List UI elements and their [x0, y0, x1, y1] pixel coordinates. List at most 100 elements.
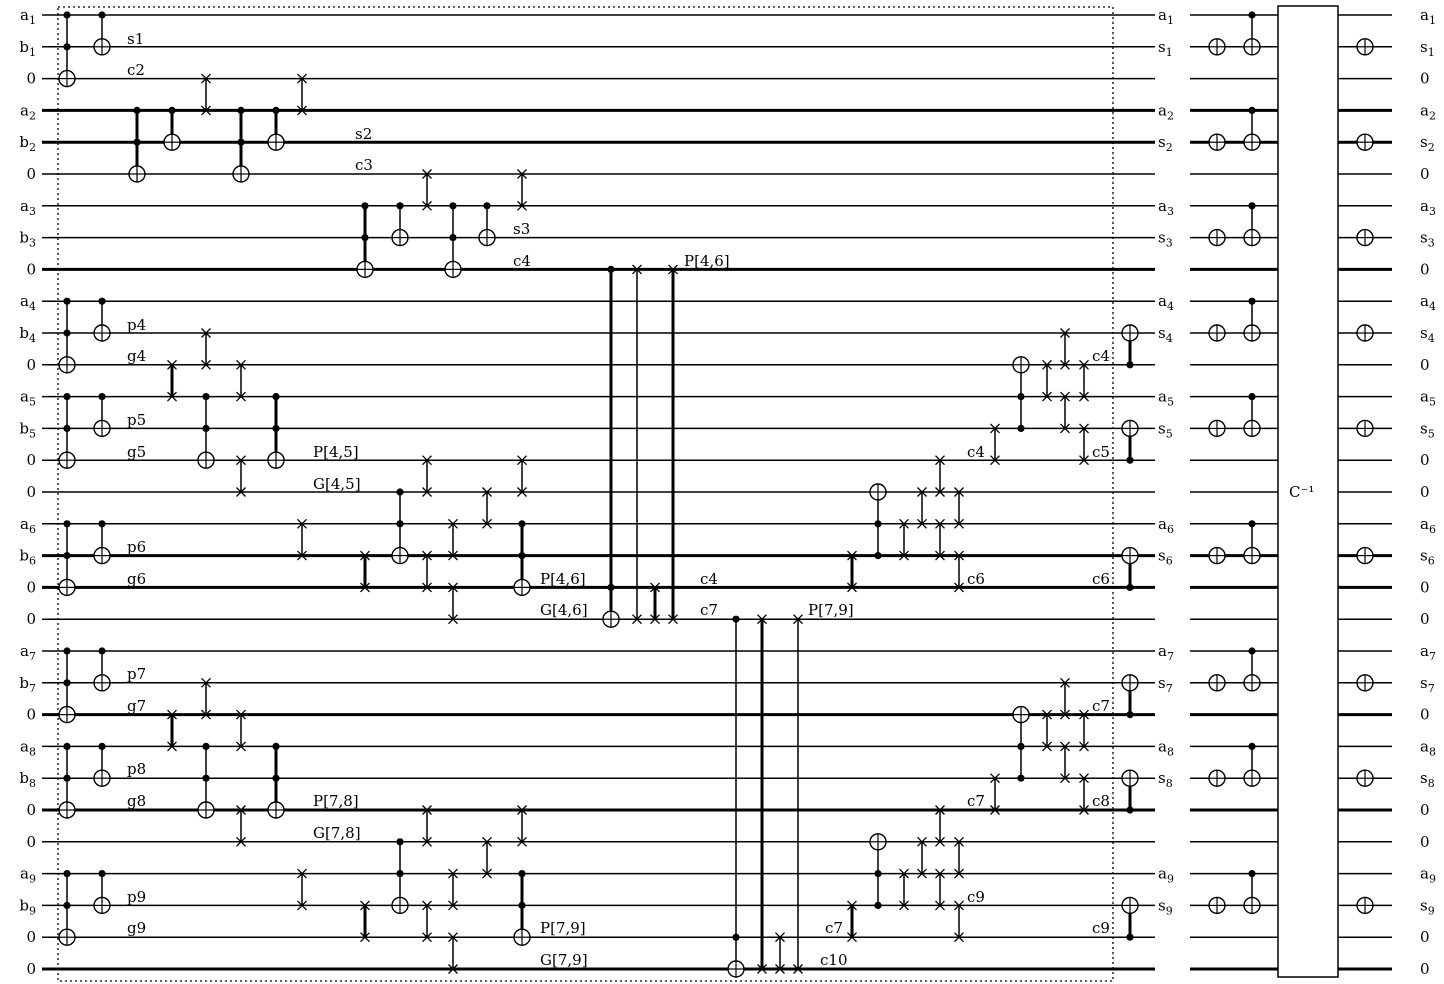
swap-mark [954, 582, 964, 593]
swap-mark [422, 487, 432, 497]
mid-wire-label: a2 [1158, 101, 1174, 122]
swap-mark [422, 455, 432, 466]
left-wire-label: b2 [19, 133, 36, 154]
control-dot [1248, 647, 1256, 655]
right-wire-label: s7 [1420, 674, 1435, 695]
inverse-box-label: C⁻¹ [1289, 483, 1314, 501]
control-dot [237, 106, 245, 114]
control-dot [449, 234, 457, 242]
note-c4-right-b: c4 [967, 443, 985, 461]
right-wire-label: 0 [1420, 928, 1430, 946]
swap-mark [954, 550, 964, 561]
right-wire-label: 0 [1420, 706, 1430, 724]
right-wire-label: s4 [1420, 324, 1435, 345]
swap-mark [990, 455, 1000, 466]
swap-mark [1060, 328, 1070, 338]
left-wire-label: 0 [26, 260, 36, 278]
note-g6: g6 [127, 570, 146, 588]
right-wire-label: s6 [1420, 547, 1435, 568]
left-wire-label: a7 [20, 642, 36, 663]
note-c6-right-b: c6 [1092, 570, 1110, 588]
note-P79-bot: P[7,9] [540, 919, 586, 937]
swap-mark [899, 518, 909, 529]
swap-mark [990, 773, 1000, 784]
note-P78: P[7,8] [313, 792, 359, 810]
control-dot [1126, 711, 1134, 719]
left-wire-labels: a1 b1 0 a2 b2 0 a3 b3 0 a4 b4 0 a5 b5 0 0 a6 b6 0 0 a7 b7 0 a8 b… [19, 6, 36, 978]
swap-mark [297, 105, 307, 116]
right-wire-label: a3 [1420, 197, 1436, 218]
control-dot [98, 870, 106, 878]
swap-mark [917, 868, 927, 879]
mid-wire-label: s3 [1158, 229, 1173, 250]
swap-mark [236, 805, 246, 815]
dotted-region-box [57, 6, 1114, 982]
left-wire-label: a1 [20, 6, 36, 27]
swap-mark [422, 200, 432, 211]
swap-mark [422, 805, 432, 815]
control-dot [272, 106, 280, 114]
note-G79: G[7,9] [540, 951, 588, 969]
note-c10: c10 [820, 951, 848, 969]
swap-mark [448, 900, 458, 911]
control-dot [63, 901, 71, 910]
control-dot [1248, 393, 1256, 401]
mid-wire-label: a7 [1158, 642, 1174, 663]
right-wire-label: a1 [1420, 6, 1436, 27]
swap-mark [297, 73, 307, 84]
control-dot [272, 424, 280, 432]
note-c6-right-a: c6 [967, 570, 985, 588]
left-wire-label: 0 [26, 70, 36, 88]
control-dot [1017, 424, 1025, 432]
swap-mark [775, 932, 785, 943]
note-c7: c7 [700, 601, 718, 619]
note-P46-mid: P[4,6] [540, 570, 586, 588]
control-dot [202, 424, 210, 432]
note-c8: c8 [1092, 792, 1110, 810]
left-wire-label: 0 [26, 833, 36, 851]
control-dot [202, 774, 210, 782]
swap-mark [201, 105, 211, 116]
swap-mark [1042, 391, 1052, 402]
mid-wire-label: s8 [1158, 769, 1173, 790]
note-p4: p4 [127, 316, 146, 334]
note-P45: P[4,5] [313, 443, 359, 461]
mid-wire-label: s5 [1158, 419, 1173, 440]
control-dot [133, 106, 141, 114]
right-wire-label: a4 [1420, 292, 1436, 313]
control-dot [168, 106, 176, 114]
swap-mark [201, 677, 211, 688]
control-dot [449, 202, 457, 210]
swap-mark [517, 200, 527, 211]
swap-mark [236, 391, 246, 402]
right-wire-label: s1 [1420, 38, 1435, 59]
left-wire-label: b1 [19, 38, 36, 59]
right-wire-label: a8 [1420, 737, 1436, 758]
swap-mark [847, 550, 857, 561]
swap-mark [448, 518, 458, 529]
note-G46: G[4,6] [540, 601, 588, 619]
swap-mark [201, 359, 211, 370]
control-dot [1017, 774, 1025, 782]
right-wire-label: s8 [1420, 769, 1435, 790]
note-p6: p6 [127, 538, 146, 556]
mid-wire-label: s6 [1158, 547, 1173, 568]
swap-mark [422, 932, 432, 943]
swap-mark [954, 900, 964, 911]
right-wire-label: a9 [1420, 865, 1436, 886]
note-p5: p5 [127, 411, 146, 429]
mid-wire-label: s1 [1158, 38, 1173, 59]
control-dot [732, 933, 740, 941]
right-wire-label: s9 [1420, 896, 1435, 917]
left-wire-label: 0 [26, 451, 36, 469]
control-dot [272, 774, 280, 782]
swap-mark [1079, 805, 1089, 815]
swap-mark [793, 614, 803, 625]
swap-mark [847, 932, 857, 943]
note-c9-right-a: c9 [967, 888, 985, 906]
swap-mark [1079, 709, 1089, 720]
control-dot [1126, 361, 1134, 369]
right-wire-label: 0 [1420, 483, 1430, 501]
note-p7: p7 [127, 665, 146, 683]
left-wire-label: 0 [26, 610, 36, 628]
